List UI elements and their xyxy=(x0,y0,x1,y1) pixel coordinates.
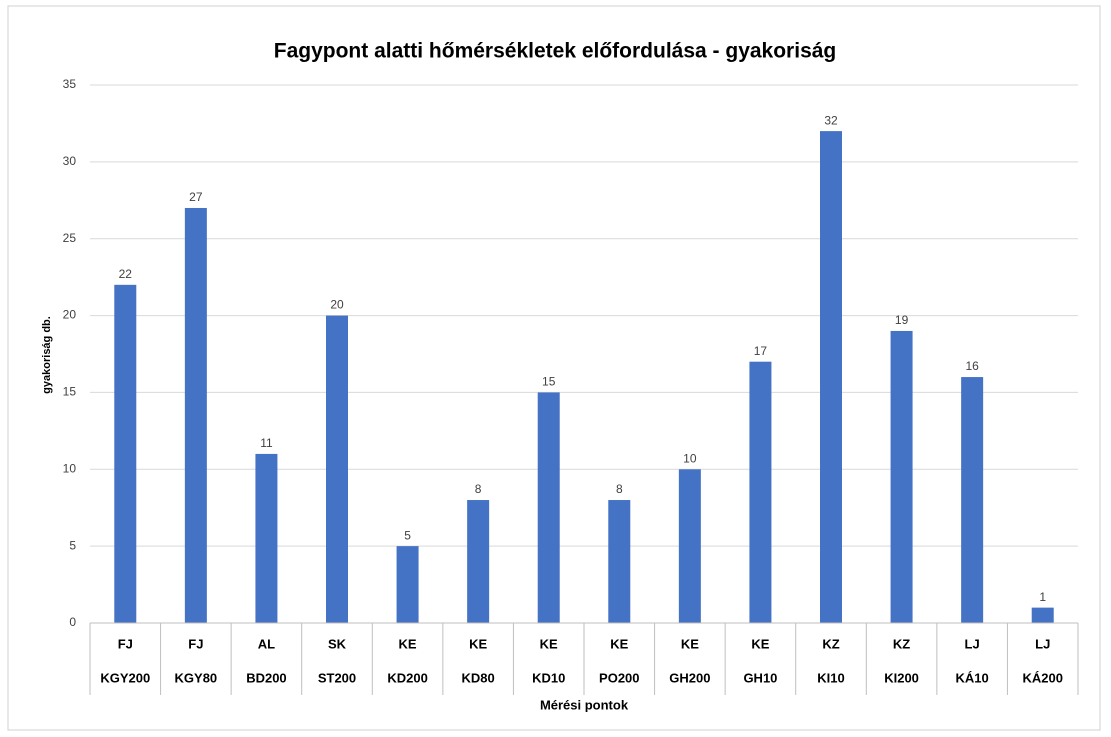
y-axis-title: gyakoriság db. xyxy=(41,316,53,394)
bar xyxy=(678,469,701,623)
data-label: 19 xyxy=(895,313,909,327)
y-tick-label: 30 xyxy=(63,154,77,168)
x-group-label: FJ xyxy=(118,636,133,651)
x-tick-label: BD200 xyxy=(246,670,286,685)
x-axis-title: Mérési pontok xyxy=(540,697,629,712)
data-label: 1 xyxy=(1039,590,1046,604)
chart-title: Fagypont alatti hőmérsékletek előfordulá… xyxy=(274,40,837,63)
bar xyxy=(1031,607,1054,623)
x-tick-label: KD200 xyxy=(387,670,427,685)
data-label: 8 xyxy=(616,482,623,496)
data-label: 15 xyxy=(542,375,556,389)
x-group-label: KE xyxy=(469,636,487,651)
bar xyxy=(326,315,348,623)
y-tick-label: 10 xyxy=(63,461,77,475)
data-label: 11 xyxy=(260,436,273,450)
x-tick-label: KI10 xyxy=(817,670,844,685)
y-tick-label: 5 xyxy=(69,538,76,552)
data-label: 27 xyxy=(189,190,203,204)
y-tick-label: 25 xyxy=(63,231,77,245)
x-group-label: SK xyxy=(328,636,347,651)
x-group-label: KE xyxy=(681,636,699,651)
x-tick-label: GH200 xyxy=(669,670,710,685)
bar xyxy=(749,361,772,623)
bar xyxy=(820,131,842,623)
x-group-label: LJ xyxy=(1035,636,1050,651)
data-label: 20 xyxy=(330,298,344,312)
x-group-label: LJ xyxy=(965,636,980,651)
x-group-label: KE xyxy=(540,636,558,651)
bar xyxy=(608,500,631,623)
y-tick-label: 20 xyxy=(63,308,77,322)
data-label: 5 xyxy=(404,528,411,542)
x-group-label: AL xyxy=(258,636,275,651)
x-tick-label: KÁ10 xyxy=(956,670,989,685)
x-group-label: KE xyxy=(399,636,417,651)
x-tick-label: GH10 xyxy=(743,670,777,685)
data-label: 10 xyxy=(683,451,697,465)
x-group-label: KE xyxy=(751,636,769,651)
bar xyxy=(890,330,913,623)
bar xyxy=(467,500,490,623)
data-label: 8 xyxy=(475,482,482,496)
x-tick-label: KÁ200 xyxy=(1022,670,1062,685)
y-tick-label: 0 xyxy=(69,615,76,629)
x-tick-label: KD10 xyxy=(532,670,565,685)
x-tick-label: ST200 xyxy=(318,670,356,685)
bar xyxy=(114,284,137,623)
bar xyxy=(396,546,419,623)
x-group-label: FJ xyxy=(188,636,203,651)
bar xyxy=(537,392,560,623)
bar xyxy=(184,207,207,623)
bar xyxy=(961,377,984,623)
data-label: 22 xyxy=(119,267,133,281)
y-tick-label: 35 xyxy=(63,77,77,91)
y-tick-label: 15 xyxy=(63,385,77,399)
x-tick-label: PO200 xyxy=(599,670,639,685)
data-label: 32 xyxy=(824,113,838,127)
x-tick-label: KI200 xyxy=(884,670,919,685)
bar xyxy=(255,453,278,623)
x-group-label: KZ xyxy=(893,636,910,651)
x-tick-label: KGY200 xyxy=(100,670,150,685)
x-tick-label: KD80 xyxy=(462,670,495,685)
x-group-label: KZ xyxy=(822,636,839,651)
data-label: 16 xyxy=(965,359,979,373)
data-label: 17 xyxy=(754,344,768,358)
x-tick-label: KGY80 xyxy=(175,670,218,685)
x-group-label: KE xyxy=(610,636,628,651)
